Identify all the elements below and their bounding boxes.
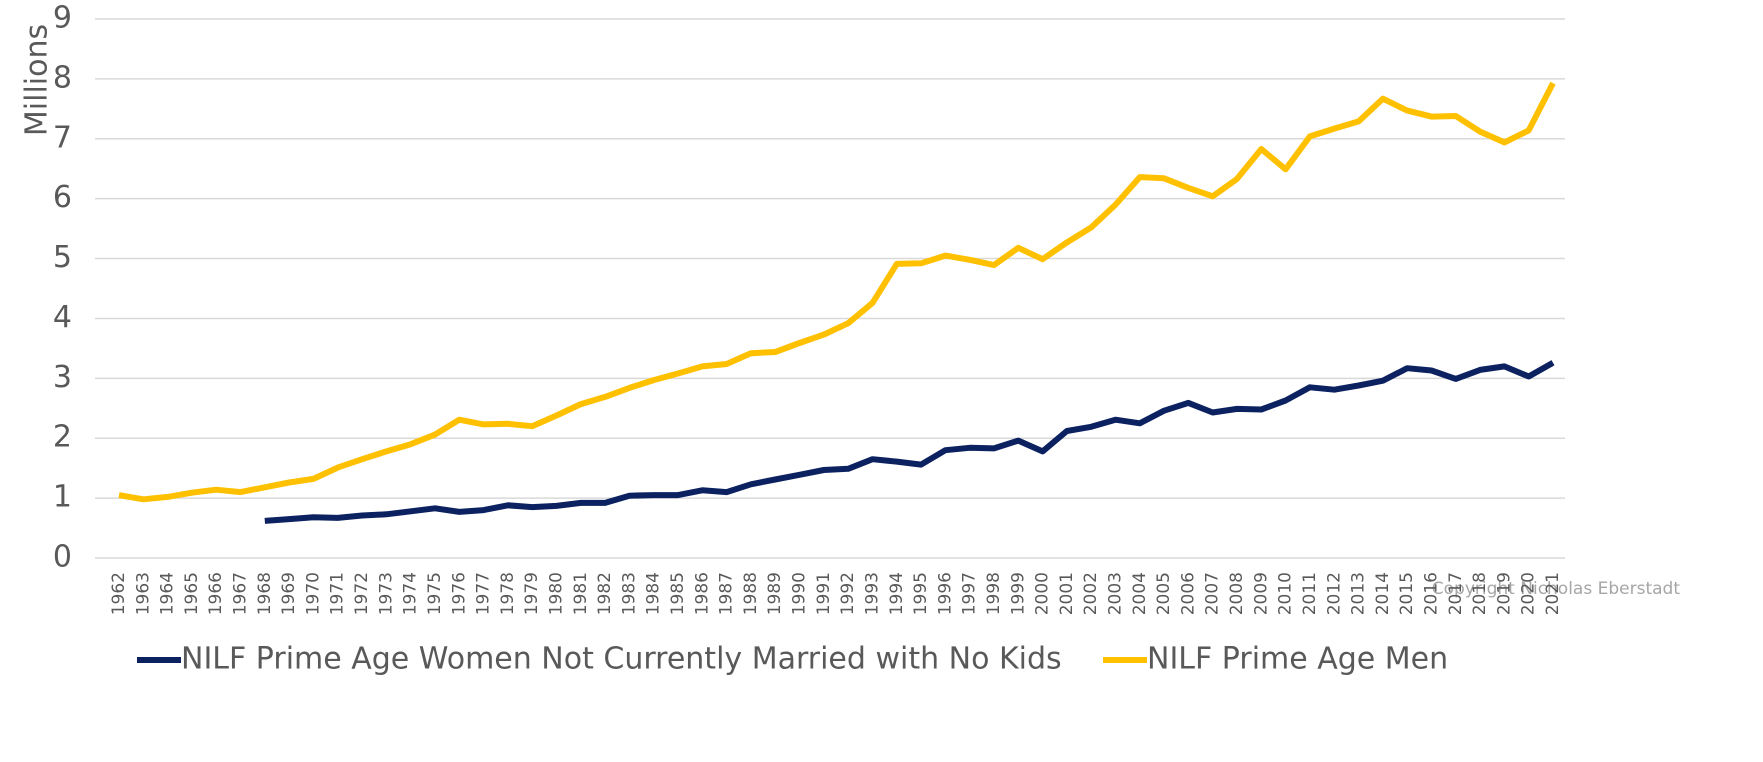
- x-tick-label: 1968: [255, 572, 275, 615]
- x-tick-label: 2012: [1324, 572, 1344, 615]
- x-tick-label: 1996: [935, 572, 955, 615]
- x-tick-label: 1984: [644, 572, 664, 615]
- x-tick-label: 2015: [1397, 572, 1417, 615]
- x-tick-label: 1988: [741, 572, 761, 615]
- y-tick-label: 7: [53, 120, 72, 155]
- x-tick-label: 1974: [401, 572, 421, 615]
- y-tick-label: 9: [53, 1, 72, 36]
- y-tick-label: 8: [53, 60, 72, 95]
- x-tick-label: 1989: [765, 572, 785, 615]
- x-tick-label: 1981: [571, 572, 591, 615]
- x-tick-label: 2004: [1130, 572, 1150, 615]
- x-tick-label: 1976: [449, 572, 469, 615]
- series-line: [118, 81, 1556, 503]
- x-tick-label: 1998: [984, 572, 1004, 615]
- x-tick-label: 2017: [1446, 572, 1466, 615]
- x-tick-label: 2018: [1470, 572, 1490, 615]
- x-tick-label: 2008: [1227, 572, 1247, 615]
- x-tick-label: 2020: [1519, 572, 1539, 615]
- x-tick-label: 1962: [109, 572, 129, 615]
- x-tick-label: 2000: [1033, 572, 1053, 615]
- x-tick-label: 1994: [887, 572, 907, 615]
- y-tick-label: 4: [53, 300, 72, 335]
- x-tick-label: 2005: [1154, 572, 1174, 615]
- x-tick-label: 1973: [376, 572, 396, 615]
- y-tick-label: 6: [53, 180, 72, 215]
- x-tick-label: 1999: [1008, 572, 1028, 615]
- x-tick-label: 2011: [1300, 572, 1320, 615]
- x-tick-label: 1982: [595, 572, 615, 615]
- x-tick-label: 2001: [1057, 572, 1077, 615]
- x-tick-label: 1992: [838, 572, 858, 615]
- x-tick-label: 2010: [1276, 572, 1296, 615]
- x-tick-label: 1972: [352, 572, 372, 615]
- x-tick-label: 1966: [206, 572, 226, 615]
- y-axis-label: Millions: [20, 24, 55, 136]
- x-tick-label: 1964: [158, 572, 178, 615]
- x-tick-label: 2006: [1178, 572, 1198, 615]
- x-tick-label: 1995: [911, 572, 931, 615]
- x-tick-label: 1993: [862, 572, 882, 615]
- y-tick-label: 1: [53, 480, 72, 515]
- x-tick-label: 1965: [182, 572, 202, 615]
- x-tick-label: 1985: [668, 572, 688, 615]
- x-tick-label: 1975: [425, 572, 445, 615]
- x-tick-label: 1971: [328, 572, 348, 615]
- x-tick-label: 1987: [717, 572, 737, 615]
- y-tick-label: 5: [53, 240, 72, 275]
- x-tick-label: 2021: [1543, 572, 1563, 615]
- annotation: Copyright Nicholas Eberstadt: [1432, 579, 1681, 599]
- series-line: [264, 360, 1555, 524]
- y-tick-label: 3: [53, 360, 72, 395]
- x-tick-label: 2019: [1494, 572, 1514, 615]
- legend-label: NILF Prime Age Men: [1147, 642, 1448, 677]
- legend-label: NILF Prime Age Women Not Currently Marri…: [181, 642, 1062, 677]
- x-tick-label: 2014: [1373, 572, 1393, 615]
- x-tick-label: 1980: [546, 572, 566, 615]
- y-tick-label: 2: [53, 420, 72, 455]
- x-tick-label: 1990: [790, 572, 810, 615]
- x-tick-label: 2013: [1349, 572, 1369, 615]
- x-tick-label: 1963: [133, 572, 153, 615]
- x-tick-label: 1991: [814, 572, 834, 615]
- x-tick-label: 1997: [960, 572, 980, 615]
- x-tick-label: 2009: [1251, 572, 1271, 615]
- x-tick-label: 1983: [619, 572, 639, 615]
- x-tick-label: 2016: [1421, 572, 1441, 615]
- x-tick-label: 2007: [1203, 572, 1223, 615]
- x-tick-label: 1978: [498, 572, 518, 615]
- x-tick-label: 1967: [231, 572, 251, 615]
- x-tick-label: 1979: [522, 572, 542, 615]
- y-tick-label: 0: [53, 540, 72, 575]
- x-tick-label: 1977: [474, 572, 494, 615]
- x-tick-label: 2002: [1081, 572, 1101, 615]
- x-tick-label: 1970: [303, 572, 323, 615]
- x-tick-label: 1969: [279, 572, 299, 615]
- x-tick-label: 1986: [692, 572, 712, 615]
- x-tick-label: 2003: [1106, 572, 1126, 615]
